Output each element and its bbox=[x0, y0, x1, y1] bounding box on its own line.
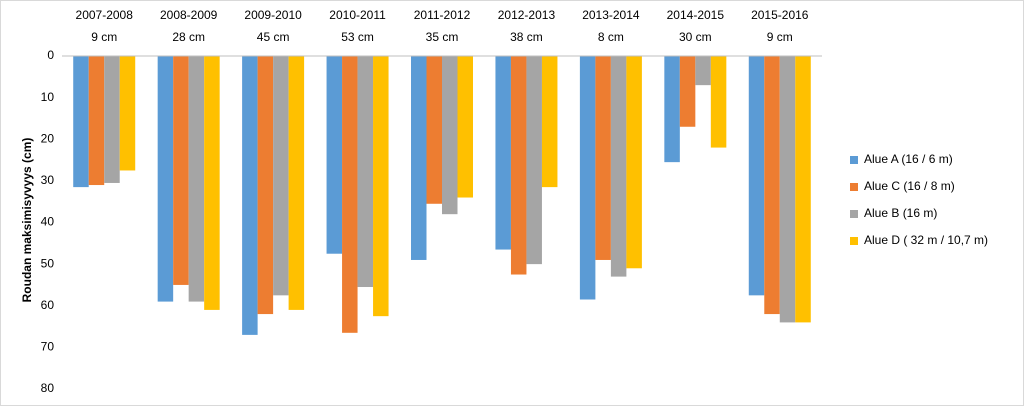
legend-swatch bbox=[850, 183, 858, 191]
category-sublabel: 35 cm bbox=[426, 30, 459, 44]
bar bbox=[764, 56, 780, 315]
bar bbox=[664, 56, 680, 163]
bar bbox=[541, 56, 558, 188]
category-label: 2011-2012 bbox=[414, 8, 471, 22]
bar bbox=[157, 56, 174, 302]
category-label: 2007-2008 bbox=[76, 8, 134, 22]
bar bbox=[273, 56, 289, 296]
bar bbox=[342, 56, 358, 333]
legend-label: Alue C (16 / 8 m) bbox=[864, 179, 955, 193]
bar bbox=[579, 56, 596, 300]
bar bbox=[119, 56, 136, 171]
bar bbox=[204, 56, 220, 310]
bar bbox=[188, 56, 205, 302]
bar bbox=[288, 56, 305, 310]
bar bbox=[373, 56, 389, 317]
bar bbox=[495, 56, 511, 250]
category-sublabel: 28 cm bbox=[172, 30, 205, 44]
bar bbox=[357, 56, 374, 288]
category-sublabel: 53 cm bbox=[341, 30, 374, 44]
category-sublabel: 38 cm bbox=[510, 30, 543, 44]
y-axis-title: Roudan maksimisyvyys (cm) bbox=[20, 138, 34, 303]
bar bbox=[526, 56, 542, 265]
category-sublabel: 9 cm bbox=[767, 30, 793, 44]
bar bbox=[426, 56, 442, 204]
category-label: 2012-2013 bbox=[498, 8, 556, 22]
bar bbox=[73, 56, 89, 188]
legend-swatch bbox=[850, 210, 858, 218]
bar bbox=[510, 56, 527, 275]
y-tick-label: 50 bbox=[41, 256, 55, 270]
category-label: 2009-2010 bbox=[244, 8, 302, 22]
y-tick-label: 70 bbox=[41, 340, 55, 354]
y-tick-label: 30 bbox=[41, 173, 55, 187]
category-sublabel: 9 cm bbox=[91, 30, 117, 44]
bar bbox=[442, 56, 458, 215]
y-tick-label: 40 bbox=[41, 215, 55, 229]
bar bbox=[104, 56, 120, 183]
bar bbox=[173, 56, 189, 285]
category-label: 2014-2015 bbox=[667, 8, 725, 22]
bar bbox=[610, 56, 627, 277]
bar bbox=[679, 56, 696, 127]
category-label: 2010-2011 bbox=[329, 8, 386, 22]
legend-label: Alue B (16 m) bbox=[864, 206, 937, 220]
bar bbox=[695, 56, 711, 86]
legend-label: Alue D ( 32 m / 10,7 m) bbox=[864, 233, 988, 247]
bar bbox=[626, 56, 642, 269]
bar bbox=[457, 56, 473, 198]
legend-label: Alue A (16 / 6 m) bbox=[864, 152, 953, 166]
y-tick-label: 60 bbox=[41, 298, 55, 312]
y-tick-label: 0 bbox=[47, 48, 54, 62]
y-tick-label: 10 bbox=[41, 90, 55, 104]
category-sublabel: 8 cm bbox=[598, 30, 624, 44]
category-sublabel: 45 cm bbox=[257, 30, 290, 44]
bar bbox=[88, 56, 105, 186]
bar bbox=[748, 56, 765, 296]
bar bbox=[257, 56, 274, 315]
category-label: 2013-2014 bbox=[582, 8, 640, 22]
legend-swatch bbox=[850, 156, 858, 164]
category-label: 2008-2009 bbox=[160, 8, 218, 22]
legend-swatch bbox=[850, 237, 858, 245]
y-tick-label: 80 bbox=[41, 381, 55, 395]
bar bbox=[779, 56, 796, 323]
bar bbox=[326, 56, 343, 254]
bar bbox=[710, 56, 727, 148]
bar bbox=[595, 56, 611, 260]
bar bbox=[242, 56, 258, 335]
bar bbox=[795, 56, 811, 323]
category-label: 2015-2016 bbox=[751, 8, 809, 22]
y-tick-label: 20 bbox=[41, 131, 55, 145]
category-sublabel: 30 cm bbox=[679, 30, 712, 44]
bar bbox=[411, 56, 427, 260]
